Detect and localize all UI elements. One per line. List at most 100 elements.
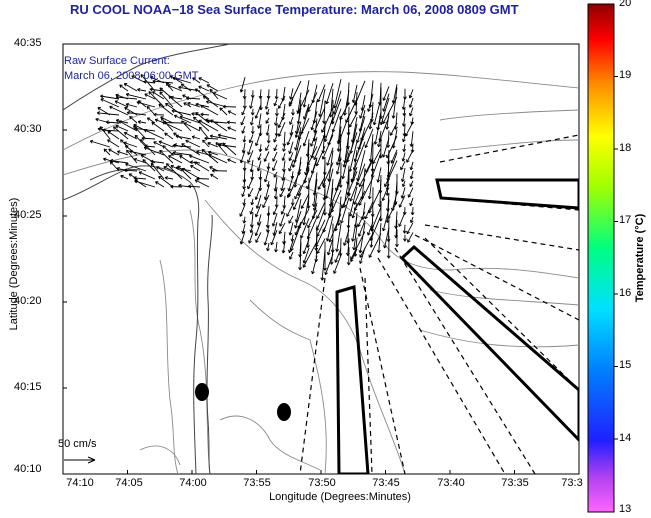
current-vector-head [409,95,413,99]
current-vector-head [301,206,305,209]
current-vector [282,152,286,161]
current-vector-head [294,196,298,200]
current-vector-head [138,171,142,175]
current-vector [358,159,374,187]
current-vector [117,150,129,156]
current-vector [194,161,210,172]
current-vector-head [159,91,161,95]
y-tick-label: 40:35 [14,37,42,49]
current-vector [336,224,342,252]
current-vector [402,135,406,142]
current-vector [289,222,294,236]
current-vector [321,249,326,281]
current-vector-head [249,140,253,144]
current-vector-head [289,151,293,155]
x-tick-label: 73:50 [308,477,336,489]
current-vector [102,129,120,132]
current-vector-head [252,131,255,135]
current-vector-head [125,103,129,107]
current-vector [227,126,237,132]
current-vector-head [271,242,274,246]
current-vector-head [97,111,101,114]
current-vector [186,97,201,100]
current-vector [193,116,210,132]
current-vector [359,104,366,119]
current-vector [159,91,174,108]
x-tick-label: 73:40 [437,477,465,489]
current-vector [382,208,390,232]
current-vector [241,188,246,197]
current-vector-head [209,166,212,170]
current-vector-head [402,139,406,143]
current-vector [199,126,210,140]
current-vector-head [193,116,195,121]
current-vector [402,152,406,162]
current-vector [137,88,147,92]
current-vector-head [198,86,201,90]
current-vector-head [304,180,308,184]
current-vector [168,95,183,108]
current-vector-head [409,184,413,187]
current-vector-head [410,167,414,171]
current-vector [326,147,334,166]
current-vector-head [129,150,133,154]
current-vector [353,141,366,171]
current-vector-head [340,220,344,224]
current-vector-head [293,207,297,211]
current-vector-head [192,77,195,81]
current-vector-head [252,112,255,116]
current-vector-head [294,184,298,188]
current-vector-head [404,96,407,100]
current-vector-head [303,260,307,264]
current-vector [178,86,201,92]
current-vector [374,115,382,145]
current-vector [406,222,414,235]
current-vector-head [267,248,270,252]
current-vector [172,77,192,84]
current-vector [243,178,246,190]
current-vector [262,194,270,208]
current-vector-head [335,228,338,232]
current-vector-head [279,195,283,198]
current-vector-head [209,89,211,93]
current-vector [359,233,374,258]
current-vector [266,225,270,233]
current-vector [210,135,228,140]
current-vector-head [123,83,126,87]
current-vector [384,160,398,187]
current-vector-head [170,186,174,189]
current-vector-head [205,101,209,104]
current-vector-head [195,112,198,116]
current-vector-head [278,134,282,137]
current-vector [275,186,278,199]
current-vector-head [312,100,316,104]
colorbar-tick-label: 16 [619,287,632,299]
current-vector-head [198,77,201,81]
current-vector-head [134,180,137,184]
current-vector-head [288,168,292,172]
colorbar-label: Temperature (°C) [634,213,646,303]
current-vector [307,139,310,157]
current-vector [343,229,350,246]
current-vector-head [273,212,277,216]
current-vector [162,121,183,132]
current-vector [144,146,165,156]
scale-label: 50 cm/s [58,438,97,450]
current-vector-head [403,149,407,152]
current-vector [294,210,302,229]
current-vector [384,227,390,249]
current-vector-head [131,75,134,79]
current-vector-head [405,134,409,137]
current-vector [273,206,278,215]
current-vector-head [324,135,327,139]
current-vector-head [258,125,261,129]
current-vector-head [143,129,147,133]
current-vector [299,242,302,270]
current-vector-head [202,139,204,143]
current-vector [395,211,398,229]
current-vector-head [282,158,286,161]
current-vector [190,165,201,172]
current-vector-head [324,139,328,142]
current-vector-head [303,265,307,268]
current-vector-head [210,173,213,178]
